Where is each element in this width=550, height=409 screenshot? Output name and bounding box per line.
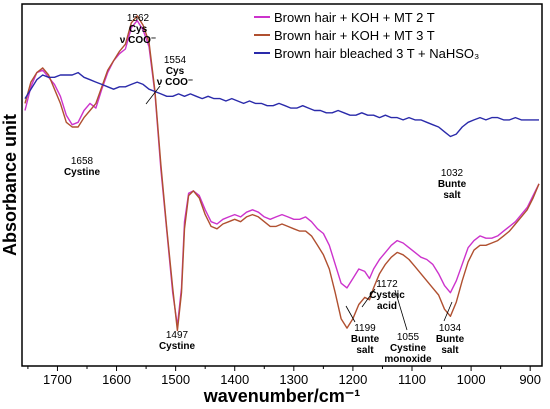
series-line-3 xyxy=(24,71,539,138)
x-axis: 1700 1600 1500 1400 1300 1200 1100 1000 900 xyxy=(27,366,541,387)
legend-label-1: Brown hair + KOH + MT 2 T xyxy=(274,10,435,25)
annotation-1199-number: 1199 xyxy=(354,323,376,334)
annotation-1554-coo: ν COO⁻ xyxy=(157,77,193,88)
annotation-1055-monoxide: monoxide xyxy=(384,354,432,365)
plot-frame xyxy=(21,3,543,367)
annotation-1554-number: 1554 xyxy=(164,55,187,66)
annotation-1172-number: 1172 xyxy=(376,279,398,290)
legend-label-2: Brown hair + KOH + MT 3 T xyxy=(274,28,435,43)
x-tick-label: 1000 xyxy=(457,372,486,387)
annotation-1055-number: 1055 xyxy=(397,332,420,343)
annotation-pointer xyxy=(361,288,376,308)
x-tick-label: 1300 xyxy=(279,372,308,387)
annotation-1032-number: 1032 xyxy=(441,168,464,179)
annotation-1562-number: 1562 xyxy=(127,13,150,24)
annotation-pointer xyxy=(345,305,356,323)
annotation-1032-salt: salt xyxy=(443,190,461,201)
annotation-1562-cys: Cys xyxy=(129,24,148,35)
x-tick-label: 1700 xyxy=(43,372,72,387)
annotation-1034-bunte: Bunte xyxy=(436,334,465,345)
annotation-1199-salt: salt xyxy=(356,345,374,356)
y-axis-title: Absorbance unit xyxy=(0,114,20,256)
annotation-1172-cysteic: Cysteic xyxy=(369,290,405,301)
x-tick-label: 1200 xyxy=(338,372,367,387)
annotation-1658-number: 1658 xyxy=(71,156,94,167)
x-tick-label: 900 xyxy=(519,372,541,387)
annotation-1199-bunte: Bunte xyxy=(351,334,380,345)
annotation-1562-coo: ν COO⁻ xyxy=(120,35,156,46)
annotation-pointer xyxy=(394,289,408,331)
series-layer xyxy=(24,15,540,332)
annotation-1497-cystine: Cystine xyxy=(159,341,196,352)
annotation-1172-acid: acid xyxy=(377,301,397,312)
legend-label-3: Brown hair bleached 3 T + NaHSO₃ xyxy=(274,46,479,61)
annotation-1034-number: 1034 xyxy=(439,323,462,334)
legend: Brown hair + KOH + MT 2 T Brown hair + KO… xyxy=(254,10,479,61)
annotation-1055-cystine: Cystine xyxy=(390,343,427,354)
series-line-2 xyxy=(24,15,540,332)
annotation-1658-cystine: Cystine xyxy=(64,167,101,178)
annotation-1032-bunte: Bunte xyxy=(438,179,467,190)
annotation-1497-number: 1497 xyxy=(166,330,189,341)
annotation-pointer xyxy=(443,301,453,322)
annotation-1554-cys: Cys xyxy=(166,66,185,77)
x-tick-label: 1400 xyxy=(220,372,249,387)
x-tick-label: 1500 xyxy=(161,372,190,387)
x-tick-label: 1100 xyxy=(398,372,426,387)
x-tick-label: 1600 xyxy=(102,372,131,387)
annotation-1034-salt: salt xyxy=(441,345,459,356)
x-axis-title: wavenumber/cm⁻¹ xyxy=(203,386,361,406)
annotation-pointer xyxy=(145,85,161,105)
